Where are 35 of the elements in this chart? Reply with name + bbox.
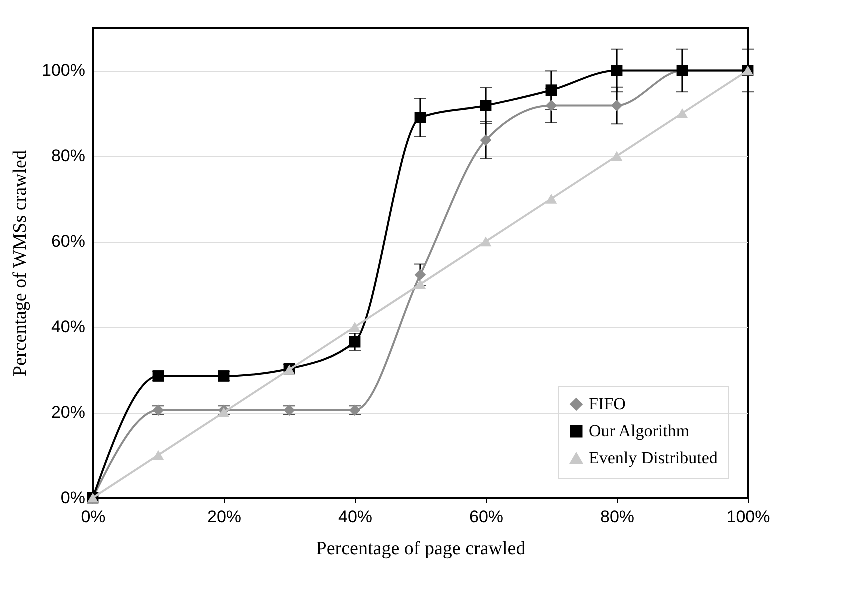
x-tick-label: 100%: [726, 508, 770, 526]
y-tick-label: 80%: [51, 146, 86, 166]
point: [480, 134, 492, 146]
point: [218, 370, 230, 382]
legend-label: FIFO: [589, 394, 626, 414]
point: [152, 450, 164, 460]
y-tick-label: 0%: [60, 488, 86, 508]
y-tick-label: 40%: [51, 318, 86, 337]
x-tick-label: 40%: [338, 508, 373, 526]
point: [676, 108, 688, 118]
point: [414, 112, 426, 124]
legend-label: Our Algorithm: [589, 422, 690, 440]
point: [611, 100, 623, 112]
x-tick-label: 20%: [207, 508, 242, 526]
point: [480, 236, 492, 247]
x-tick-label: 60%: [469, 508, 504, 526]
y-axis-title: Percentage of WMSs crawled: [10, 150, 32, 376]
y-tick-label: 100%: [42, 61, 86, 80]
point: [349, 336, 361, 348]
point: [546, 100, 558, 112]
legend-label: Evenly Distributed: [589, 448, 718, 468]
point: [611, 151, 623, 162]
y-tick-label: 20%: [51, 403, 86, 422]
point: [480, 100, 492, 112]
y-tick-label: 60%: [51, 232, 86, 252]
point: [546, 194, 558, 204]
point: [546, 84, 558, 96]
x-axis-title: Percentage of page crawled: [316, 538, 526, 560]
x-tick-label: 80%: [600, 508, 635, 526]
x-tick-label: 0%: [81, 508, 106, 526]
point: [414, 279, 426, 290]
point: [152, 370, 164, 382]
point: [414, 269, 426, 281]
point: [349, 322, 361, 332]
point: [611, 65, 623, 76]
